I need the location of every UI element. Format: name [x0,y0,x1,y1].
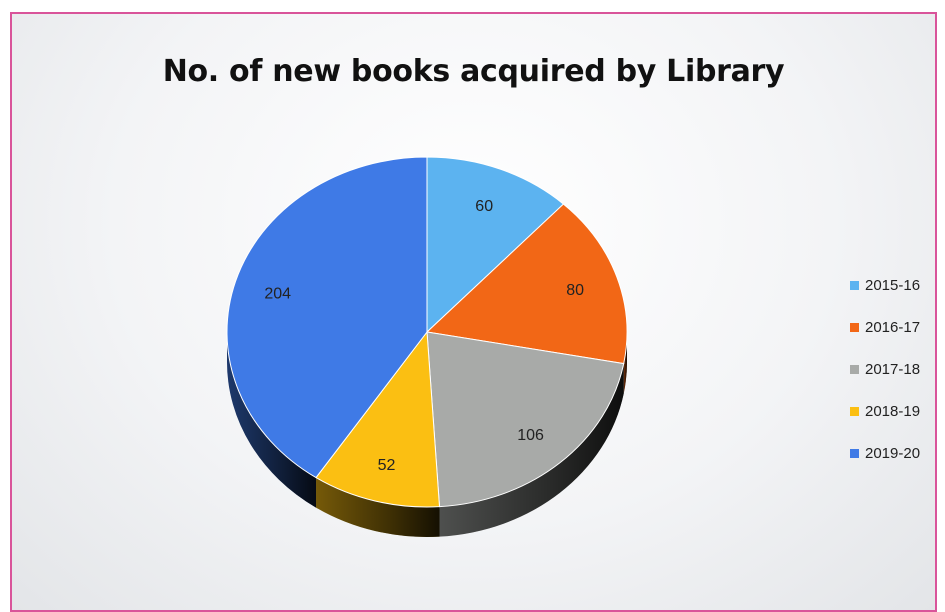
chart-legend: 2015-16 2016-17 2017-18 2018-19 2019-20 [850,264,920,474]
legend-swatch [850,448,859,458]
legend-swatch [850,406,859,416]
pie-side-shade [226,332,317,508]
legend-item-2019-20: 2019-20 [850,432,920,474]
legend-item-2017-18: 2017-18 [850,348,920,390]
legend-swatch [850,280,859,290]
data-label-2017-18: 106 [517,427,544,444]
data-label-2016-17: 80 [566,282,584,299]
pie-slice-2019-20 [226,156,428,479]
legend-swatch [850,322,859,332]
pie-side-shade [623,332,627,394]
legend-label: 2016-17 [865,318,921,336]
pie-slice-2017-18 [426,331,625,508]
legend-label: 2017-18 [865,360,921,378]
chart-title: No. of new books acquired by Library [162,54,785,89]
pie-side-shade [439,363,624,537]
pie-slice-2015-16 [426,156,565,334]
data-label-2018-19: 52 [378,457,396,474]
pie-slice-2018-19 [315,330,441,508]
data-label-2019-20: 204 [264,285,291,302]
data-label-2015-16: 60 [475,198,493,215]
legend-item-2018-19: 2018-19 [850,390,920,432]
pie-slice-2016-17 [425,203,628,365]
pie-chart: 60 80 106 52 204 [226,156,628,537]
legend-label: 2015-16 [865,276,921,294]
legend-swatch [850,364,859,374]
chart-frame: No. of new books acquired by Library 60 8… [10,12,937,612]
legend-label: 2019-20 [865,444,921,462]
legend-item-2016-17: 2016-17 [850,306,920,348]
legend-label: 2018-19 [865,402,921,420]
legend-item-2015-16: 2015-16 [850,264,920,306]
